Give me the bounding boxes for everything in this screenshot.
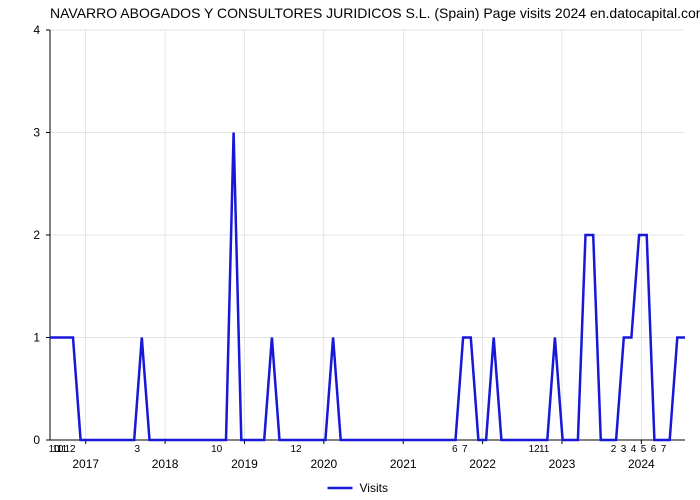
line-chart: NAVARRO ABOGADOS Y CONSULTORES JURIDICOS…: [0, 0, 700, 500]
chart-title: NAVARRO ABOGADOS Y CONSULTORES JURIDICOS…: [50, 5, 700, 21]
x-minor-label: 6: [651, 444, 657, 455]
x-minor-label: 4: [631, 444, 637, 455]
y-tick-label: 3: [33, 126, 40, 140]
x-minor-label: 12: [64, 444, 76, 455]
legend: Visits: [328, 481, 388, 495]
y-tick-label: 4: [33, 23, 40, 37]
x-minor-label: 7: [462, 444, 468, 455]
y-tick-label: 1: [33, 331, 40, 345]
x-tick-label: 2021: [390, 457, 417, 471]
x-minor-label: 10: [52, 444, 64, 455]
y-tick-label: 0: [33, 433, 40, 447]
x-tick-label: 2020: [310, 457, 337, 471]
chart-container: NAVARRO ABOGADOS Y CONSULTORES JURIDICOS…: [0, 0, 700, 500]
x-tick-label: 2024: [628, 457, 655, 471]
x-tick-label: 2023: [549, 457, 576, 471]
visits-line: [50, 133, 685, 441]
x-minor-label: 3: [135, 444, 141, 455]
x-tick-label: 2018: [152, 457, 179, 471]
x-tick-label: 2019: [231, 457, 258, 471]
x-minor-label: 5: [641, 444, 647, 455]
x-minor-label: 2: [611, 444, 617, 455]
y-tick-label: 2: [33, 228, 40, 242]
x-minor-label: 11: [539, 444, 550, 455]
x-tick-label: 2022: [469, 457, 496, 471]
x-minor-label: 10: [211, 444, 223, 455]
x-minor-label: 12: [291, 444, 303, 455]
x-minor-label: 6: [452, 444, 458, 455]
x-tick-label: 2017: [72, 457, 99, 471]
legend-label: Visits: [360, 481, 388, 495]
x-minor-label: 3: [621, 444, 627, 455]
x-minor-label: 7: [661, 444, 667, 455]
